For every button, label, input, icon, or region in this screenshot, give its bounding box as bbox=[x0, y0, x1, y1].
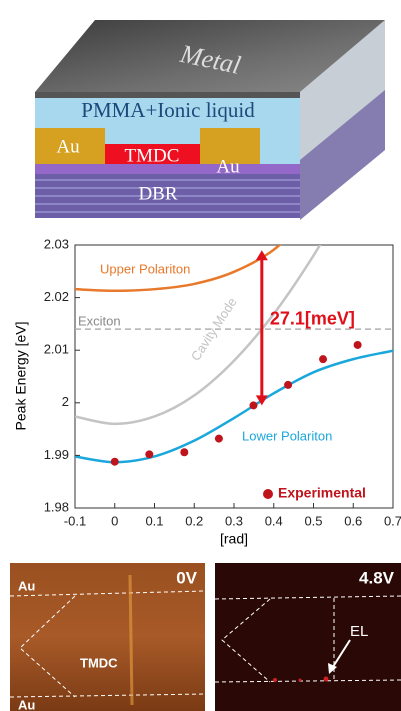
label-tmdc: TMDC bbox=[125, 145, 180, 166]
y-tick-label: 1.98 bbox=[44, 499, 69, 514]
micrograph-right: 4.8V EL bbox=[215, 563, 401, 711]
label-au: Au bbox=[56, 136, 80, 157]
label: Au bbox=[18, 578, 35, 593]
series-line bbox=[75, 188, 353, 424]
y-tick-label: 1.99 bbox=[44, 447, 69, 462]
legend-label: Experimental bbox=[278, 485, 366, 501]
data-point bbox=[111, 458, 119, 466]
x-tick-label: 0.3 bbox=[225, 513, 243, 528]
device-schematic: Metal PMMA+Ionic liquid Au TMDC Au DBR bbox=[35, 20, 385, 220]
x-axis-label: [rad] bbox=[220, 531, 248, 547]
y-tick-label: 2.01 bbox=[44, 342, 69, 357]
label: EL bbox=[350, 623, 368, 640]
label: Au bbox=[18, 697, 35, 711]
y-tick-label: 2.02 bbox=[44, 289, 69, 304]
page: {"schematic": {"labels": ["Metal", "PMMA… bbox=[0, 0, 401, 711]
data-point bbox=[284, 381, 292, 389]
legend-marker bbox=[263, 489, 273, 499]
y-axis-label: Peak Energy [eV] bbox=[13, 322, 29, 431]
data-point bbox=[249, 401, 257, 409]
series-label: Lower Polariton bbox=[242, 428, 332, 443]
voltage-label: 4.8V bbox=[359, 568, 395, 587]
label-au: Au bbox=[216, 156, 240, 177]
x-tick-label: 0.2 bbox=[185, 513, 203, 528]
y-tick-label: 2.03 bbox=[44, 236, 69, 251]
x-tick-label: 0 bbox=[111, 513, 118, 528]
x-tick-label: -0.1 bbox=[64, 513, 86, 528]
label-pmma: PMMA+Ionic liquid bbox=[81, 98, 255, 122]
data-point bbox=[215, 435, 223, 443]
label-dbr: DBR bbox=[138, 183, 177, 204]
data-point bbox=[319, 355, 327, 363]
plot-frame bbox=[75, 245, 393, 508]
x-tick-label: 0.5 bbox=[304, 513, 322, 528]
y-tick-label: 2 bbox=[62, 394, 69, 409]
figure: Metal PMMA+Ionic liquid Au TMDC Au DBR P… bbox=[0, 0, 401, 711]
x-tick-label: 0.1 bbox=[145, 513, 163, 528]
data-point bbox=[145, 450, 153, 458]
micrograph-left: 0V Au Au TMDC bbox=[10, 563, 205, 711]
series-label: Exciton bbox=[78, 313, 121, 328]
x-tick-label: 0.7 bbox=[384, 513, 401, 528]
series-line bbox=[75, 351, 393, 463]
label: TMDC bbox=[80, 655, 118, 670]
series-label: Upper Polariton bbox=[100, 261, 190, 276]
data-point bbox=[354, 341, 362, 349]
voltage-label: 0V bbox=[176, 568, 197, 587]
data-point bbox=[180, 448, 188, 456]
x-tick-label: 0.4 bbox=[265, 513, 283, 528]
series-line bbox=[75, 212, 314, 291]
x-tick-label: 0.6 bbox=[344, 513, 362, 528]
flake bbox=[130, 575, 132, 705]
annotation: 27.1[meV] bbox=[270, 309, 355, 329]
